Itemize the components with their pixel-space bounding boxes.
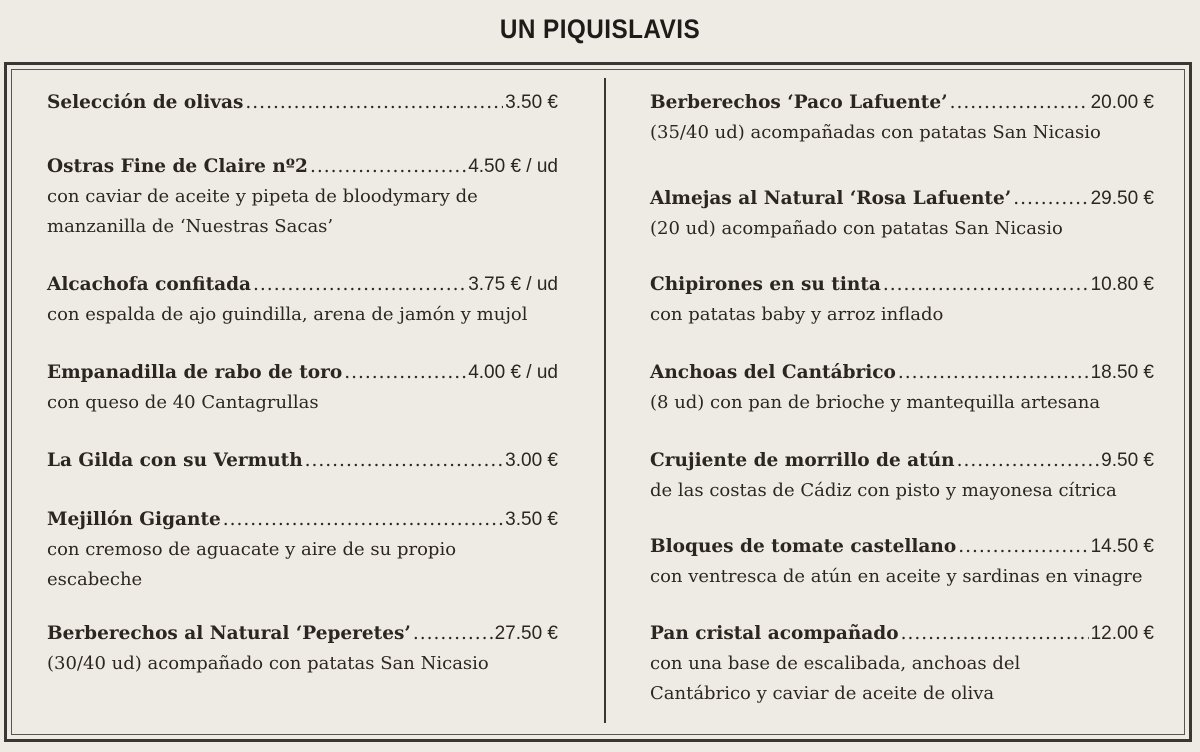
menu-title: UN PIQUISLAVIS [499, 14, 701, 44]
dish-name: Almejas al Natural ‘Rosa Lafuente’ [650, 188, 1012, 209]
menu-item-header: Anchoas del Cantábrico 18.50 € [650, 358, 1154, 388]
dot-leader [305, 446, 504, 476]
menu-item-header: La Gilda con su Vermuth 3.00 € [47, 446, 558, 476]
dot-leader [223, 505, 503, 535]
column-divider [604, 78, 606, 723]
dot-leader [958, 532, 1088, 562]
dish-price: 4.00 € / ud [468, 362, 558, 383]
menu-item: Alcachofa confitada 3.75 € / ud con espald… [47, 270, 558, 330]
menu-item: Chipirones en su tinta 10.80 € con patatas… [650, 270, 1154, 330]
dish-price: 4.50 € / ud [468, 156, 558, 177]
dish-price: 29.50 € [1090, 188, 1154, 209]
dot-leader [413, 619, 493, 649]
dish-description: con queso de 40 Cantagrullas [47, 392, 319, 413]
dish-name: Chipirones en su tinta [650, 274, 881, 295]
dot-leader [950, 88, 1089, 118]
menu-item-header: Almejas al Natural ‘Rosa Lafuente’ 29.50 … [650, 184, 1154, 214]
menu-item-header: Crujiente de morrillo de atún 9.50 € [650, 446, 1154, 476]
dish-description: (8 ud) con pan de brioche y mantequilla … [650, 392, 1101, 413]
menu-item-header: Mejillón Gigante 3.50 € [47, 505, 558, 535]
dot-leader [253, 270, 466, 300]
menu-item: La Gilda con su Vermuth 3.00 € [47, 446, 558, 476]
dot-leader [245, 88, 503, 118]
menu-item: Selección de olivas 3.50 € [47, 88, 558, 118]
dish-name: La Gilda con su Vermuth [47, 450, 303, 471]
menu-item: Berberechos al Natural ‘Peperetes’ 27.50 … [47, 619, 558, 679]
dot-leader [883, 270, 1089, 300]
menu-item: Berberechos ‘Paco Lafuente’ 20.00 € (35/40… [650, 88, 1154, 148]
dish-price: 27.50 € [494, 623, 558, 644]
menu-item: Bloques de tomate castellano 14.50 € con v… [650, 532, 1154, 592]
dish-name: Berberechos ‘Paco Lafuente’ [650, 92, 948, 113]
menu-item: Almejas al Natural ‘Rosa Lafuente’ 29.50 … [650, 184, 1154, 244]
dish-name: Berberechos al Natural ‘Peperetes’ [47, 623, 411, 644]
dish-price: 10.80 € [1090, 274, 1154, 295]
menu-item-header: Berberechos al Natural ‘Peperetes’ 27.50 … [47, 619, 558, 649]
menu-item-header: Bloques de tomate castellano 14.50 € [650, 532, 1154, 562]
dish-name: Mejillón Gigante [47, 509, 221, 530]
dish-price: 14.50 € [1090, 536, 1154, 557]
dish-name: Alcachofa confitada [47, 274, 252, 295]
dish-price: 18.50 € [1090, 362, 1154, 383]
dish-price: 3.50 € [505, 509, 558, 530]
dish-description: con ventresca de atún en aceite y sardin… [650, 566, 1143, 587]
dot-leader [957, 446, 1100, 476]
dish-price: 12.00 € [1090, 623, 1154, 644]
menu-item-header: Pan cristal acompañado 12.00 € [650, 619, 1154, 649]
dish-price: 3.75 € / ud [468, 274, 558, 295]
dish-description: de las costas de Cádiz con pisto y mayon… [650, 480, 1117, 501]
dot-leader [344, 358, 466, 388]
dish-description: con espalda de ajo guindilla, arena de j… [47, 304, 528, 325]
dish-description: con patatas baby y arroz inflado [650, 304, 944, 325]
menu-item: Empanadilla de rabo de toro 4.00 € / ud co… [47, 358, 558, 418]
dish-name: Anchoas del Cantábrico [650, 362, 896, 383]
menu-item-header: Alcachofa confitada 3.75 € / ud [47, 270, 558, 300]
dish-price: 3.50 € [505, 92, 558, 113]
dish-price: 20.00 € [1090, 92, 1154, 113]
dish-name: Ostras Fine de Claire nº2 [47, 156, 308, 177]
menu-item: Crujiente de morrillo de atún 9.50 € de la… [650, 446, 1154, 506]
menu-item-header: Chipirones en su tinta 10.80 € [650, 270, 1154, 300]
menu-frame [4, 62, 1192, 742]
menu-item: Ostras Fine de Claire nº2 4.50 € / ud con … [47, 152, 558, 242]
menu-item: Pan cristal acompañado 12.00 € con una bas… [650, 619, 1154, 709]
dish-name: Crujiente de morrillo de atún [650, 450, 955, 471]
dot-leader [310, 152, 466, 182]
dot-leader [901, 619, 1089, 649]
dot-leader [1013, 184, 1088, 214]
menu-item-header: Ostras Fine de Claire nº2 4.50 € / ud [47, 152, 558, 182]
dish-description: con cremoso de aguacate y aire de su pro… [47, 539, 457, 590]
dish-description: con caviar de aceite y pipeta de bloodym… [47, 186, 478, 237]
dish-name: Pan cristal acompañado [650, 623, 899, 644]
menu-item: Anchoas del Cantábrico 18.50 € (8 ud) con … [650, 358, 1154, 418]
menu-item-header: Empanadilla de rabo de toro 4.00 € / ud [47, 358, 558, 388]
dish-description: (30/40 ud) acompañado con patatas San Ni… [47, 653, 489, 674]
dot-leader [898, 358, 1089, 388]
dish-name: Bloques de tomate castellano [650, 536, 957, 557]
menu-item-header: Selección de olivas 3.50 € [47, 88, 558, 118]
dish-price: 9.50 € [1101, 450, 1154, 471]
dish-description: con una base de escalibada, anchoas del … [650, 653, 1021, 704]
dish-name: Selección de olivas [47, 92, 244, 113]
dish-description: (20 ud) acompañado con patatas San Nicas… [650, 218, 1063, 239]
dish-name: Empanadilla de rabo de toro [47, 362, 343, 383]
menu-item-header: Berberechos ‘Paco Lafuente’ 20.00 € [650, 88, 1154, 118]
dish-description: (35/40 ud) acompañadas con patatas San N… [650, 122, 1101, 143]
menu-item: Mejillón Gigante 3.50 € con cremoso de agu… [47, 505, 558, 595]
dish-price: 3.00 € [505, 450, 558, 471]
